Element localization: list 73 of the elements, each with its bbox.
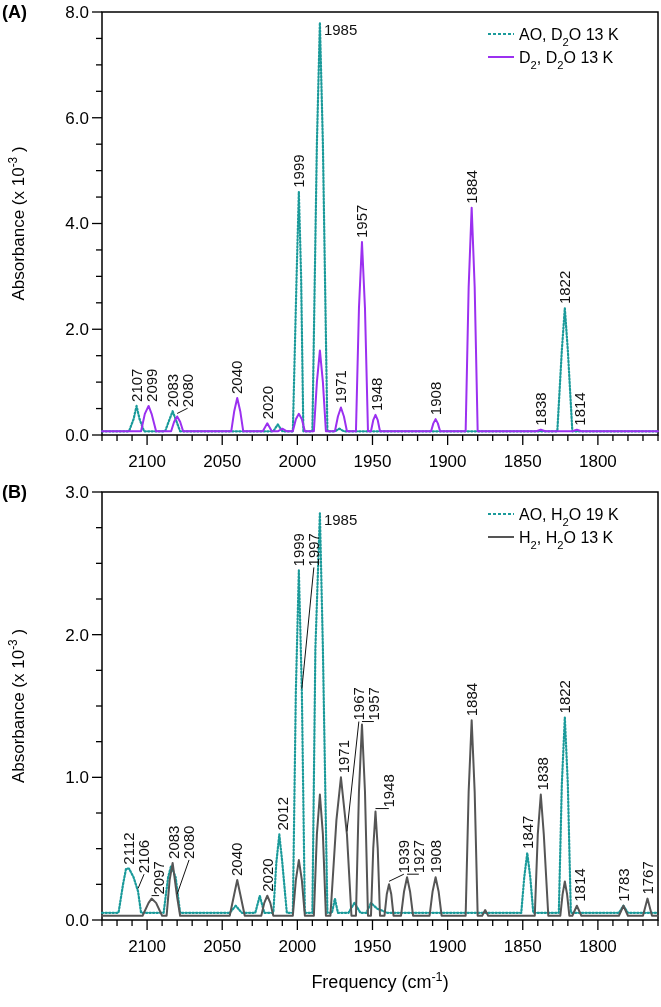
annotation: 1884 <box>462 170 480 204</box>
annotation: 1971 <box>332 370 350 404</box>
annotation: 1957 <box>365 687 383 721</box>
annotation: 1908 <box>426 839 444 874</box>
x-tick-label: 1950 <box>353 452 392 471</box>
x-tick-label: 2050 <box>203 452 242 471</box>
chart-title: (A) <box>2 2 27 22</box>
annotation: 1999 <box>290 154 308 188</box>
annotation: 2083 <box>163 373 181 408</box>
annotation: 1985 <box>323 20 358 38</box>
legend-label: H$_{2}$, H$_{2}$O 13 K <box>519 528 614 551</box>
x-tick-label: 2050 <box>203 937 242 956</box>
annotation: 1814 <box>571 392 589 426</box>
y-tick-label: 8.0 <box>65 2 89 22</box>
annotation: 2040 <box>228 842 246 877</box>
annotation: 1948 <box>380 774 398 808</box>
y-tick-label: 4.0 <box>65 214 89 234</box>
annotation: 1997 <box>305 533 323 567</box>
y-tick-label: 2.0 <box>65 320 89 340</box>
line-series <box>101 719 659 917</box>
annotation: 2097 <box>150 861 168 895</box>
x-tick-label: 1950 <box>353 937 392 956</box>
x-tick-label: 2000 <box>278 452 317 471</box>
chart-title: (B) <box>2 482 27 502</box>
annotation: 1939 <box>395 839 413 874</box>
annotation: 1971 <box>335 739 353 774</box>
y-tick-label: 0.0 <box>65 910 89 930</box>
annotation: 1908 <box>426 381 444 416</box>
annotation: 1847 <box>518 815 536 849</box>
annotation: 1783 <box>614 868 632 902</box>
x-tick-label: 1800 <box>578 452 617 471</box>
annotation: 2012 <box>273 797 291 831</box>
annotation: 2020 <box>258 858 276 892</box>
annotation: 1767 <box>638 861 656 895</box>
annotation: 2040 <box>228 360 246 394</box>
annotation: 2083 <box>165 825 183 859</box>
annotation: 1957 <box>353 204 371 239</box>
annotation: 1884 <box>462 682 480 717</box>
annotation: 1838 <box>532 392 550 426</box>
x-tick-label: 2100 <box>128 937 166 956</box>
annotation: 1967 <box>350 687 368 721</box>
y-tick-label: 1.0 <box>65 768 89 788</box>
x-tick-label: 1900 <box>428 452 467 471</box>
annotation: 1838 <box>533 757 551 791</box>
annotation: 1814 <box>571 868 589 902</box>
x-tick-label: 1800 <box>578 937 617 956</box>
annotation: 1948 <box>368 377 386 411</box>
legend-label: AO, D$_{2}$O 13 K <box>519 25 619 48</box>
annotation: 2106 <box>135 839 153 874</box>
annotation: 1927 <box>410 839 428 874</box>
annotation: 1822 <box>556 680 574 714</box>
annotation: 1985 <box>323 511 358 529</box>
x-tick-label: 2000 <box>278 937 317 956</box>
x-tick-label: 1900 <box>428 937 467 956</box>
annotation: 2080 <box>178 373 196 408</box>
y-tick-label: 6.0 <box>65 108 89 128</box>
x-axis-title: Frequency (cm$^{-1}$) <box>311 970 449 992</box>
annotation: 2020 <box>258 385 276 420</box>
line-series <box>101 206 659 433</box>
annotation: 2099 <box>142 368 160 402</box>
annotation: 2112 <box>120 832 138 865</box>
x-tick-label: 2100 <box>128 452 166 471</box>
legend-label: D$_{2}$, D$_{2}$O 13 K <box>519 48 614 71</box>
y-tick-label: 3.0 <box>65 482 89 502</box>
annotation: 1822 <box>556 270 574 305</box>
annotation: 1999 <box>290 533 308 567</box>
y-tick-label: 2.0 <box>65 625 89 645</box>
annotation: 2080 <box>180 825 198 859</box>
annotation: 2107 <box>127 368 145 402</box>
y-tick-label: 0.0 <box>65 425 89 445</box>
legend-label: AO, H$_{2}$O 19 K <box>519 505 619 528</box>
x-tick-label: 1850 <box>503 452 542 471</box>
x-tick-label: 1850 <box>503 937 542 956</box>
